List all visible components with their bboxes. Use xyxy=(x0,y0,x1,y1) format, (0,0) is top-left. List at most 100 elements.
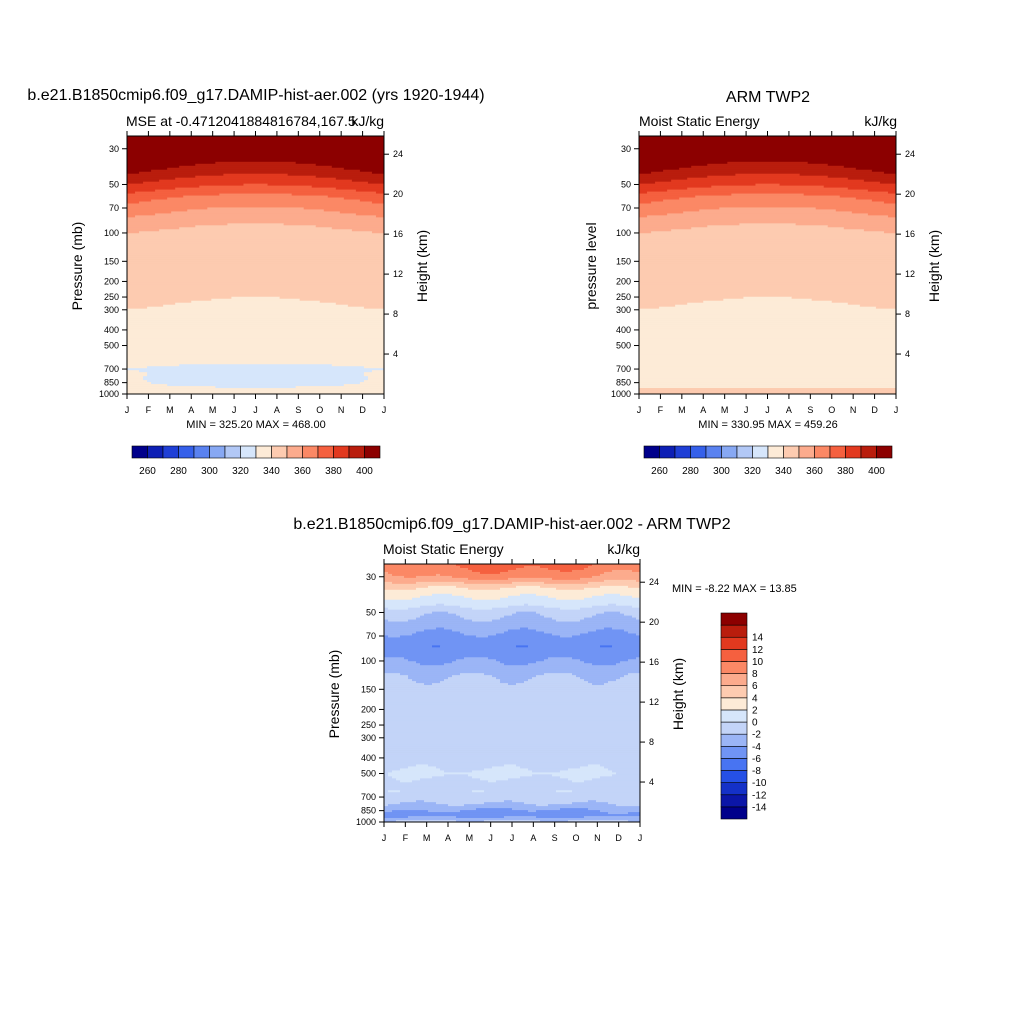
contour-cell xyxy=(639,314,896,317)
contour-cell xyxy=(639,163,708,167)
contour-cell xyxy=(127,201,140,204)
contour-cell xyxy=(639,366,896,369)
contour-cell xyxy=(492,607,561,611)
contour-cell xyxy=(639,306,660,310)
contour-cell xyxy=(803,193,896,196)
contour-cell xyxy=(179,165,333,169)
contour-cell xyxy=(375,191,384,194)
contour-cell xyxy=(568,820,629,822)
units-label: kJ/kg xyxy=(864,113,897,129)
contour-cell xyxy=(127,336,384,339)
contour-cell xyxy=(452,661,501,664)
contour-cell xyxy=(624,629,640,632)
contour-cell xyxy=(468,774,533,777)
x-tick-label: A xyxy=(530,833,536,843)
y-tick-label: 250 xyxy=(616,292,631,302)
contour-cell xyxy=(396,820,457,822)
contour-cell xyxy=(639,330,896,333)
contour-cell xyxy=(384,565,461,569)
contour-cell xyxy=(127,145,384,149)
contour-cell xyxy=(639,213,668,216)
contour-cell xyxy=(127,193,220,196)
contour-cell xyxy=(343,167,384,171)
contour-cell xyxy=(400,635,477,638)
contour-cell xyxy=(384,603,437,607)
contour-cell xyxy=(608,812,629,815)
contour-cell xyxy=(127,231,140,234)
contour-cell xyxy=(500,617,553,620)
contour-cell xyxy=(388,804,449,807)
contour-cell xyxy=(632,569,640,573)
contour-cell xyxy=(588,681,609,684)
contour-field xyxy=(384,564,640,822)
contour-cell xyxy=(127,334,384,337)
contour-cell xyxy=(639,239,896,242)
contour-cell xyxy=(279,296,384,300)
contour-cell xyxy=(384,671,640,674)
contour-cell xyxy=(639,175,708,179)
contour-cell xyxy=(883,231,896,234)
contour-cell xyxy=(127,141,384,145)
contour-cell xyxy=(384,700,640,704)
y-tick-label: 50 xyxy=(366,607,376,617)
x-tick-label: J xyxy=(232,405,237,415)
contour-cell xyxy=(639,181,656,185)
contour-cell xyxy=(636,617,640,620)
contour-cell xyxy=(151,169,361,173)
contour-cell xyxy=(384,746,640,749)
contour-cell xyxy=(620,593,640,597)
contour-field xyxy=(127,136,384,394)
contour-cell xyxy=(384,575,405,579)
contour-cell xyxy=(639,261,896,264)
y-right-tick-label: 12 xyxy=(393,269,403,279)
contour-cell xyxy=(691,227,845,230)
contour-cell xyxy=(384,752,640,755)
contour-cell xyxy=(472,776,521,779)
contour-cell xyxy=(639,253,896,256)
contour-cell xyxy=(560,569,573,573)
contour-cell xyxy=(584,597,640,601)
contour-cell xyxy=(468,587,501,591)
contour-cell xyxy=(596,613,625,616)
contour-cell xyxy=(384,714,640,718)
y-tick-label: 300 xyxy=(104,305,119,315)
contour-cell xyxy=(496,780,573,783)
contour-cell xyxy=(687,302,849,306)
y-axis-right-label: Height (km) xyxy=(926,230,942,302)
contour-cell xyxy=(384,782,640,785)
colorbar-box xyxy=(783,445,800,459)
contour-cell xyxy=(351,179,384,183)
contour-cell xyxy=(384,764,417,767)
contour-cell xyxy=(552,774,613,777)
contour-cell xyxy=(384,694,640,698)
contour-cell xyxy=(408,619,473,622)
contour-cell xyxy=(331,165,384,169)
contour-cell xyxy=(127,217,384,220)
contour-cell xyxy=(600,573,640,577)
contour-cell xyxy=(400,673,461,676)
y-tick-label: 150 xyxy=(104,256,119,266)
contour-cell xyxy=(639,286,896,290)
contour-cell xyxy=(127,278,384,282)
contour-cell xyxy=(639,265,896,268)
contour-cell xyxy=(384,712,640,716)
contour-cell xyxy=(384,595,421,599)
contour-cell xyxy=(432,683,509,686)
contour-cell xyxy=(448,804,465,807)
colorbar-box xyxy=(720,636,748,650)
contour-cell xyxy=(151,382,361,385)
y-tick-label: 400 xyxy=(616,325,631,335)
contour-cell xyxy=(536,629,597,632)
contour-cell xyxy=(639,304,676,308)
contour-cell xyxy=(823,185,896,188)
contour-cell xyxy=(580,677,621,680)
y-right-tick-label: 12 xyxy=(905,269,915,279)
contour-cell xyxy=(799,173,896,177)
contour-cell xyxy=(639,217,896,220)
contour-cell xyxy=(639,376,896,379)
contour-cell xyxy=(659,306,877,310)
plot-area: J F M A M J J A S O N D J 30 50 70 100 150 200 250 300 400 500… xyxy=(99,131,403,415)
colorbar-box xyxy=(193,445,210,459)
contour-cell xyxy=(639,151,896,155)
colorbar-label: 280 xyxy=(170,466,187,477)
